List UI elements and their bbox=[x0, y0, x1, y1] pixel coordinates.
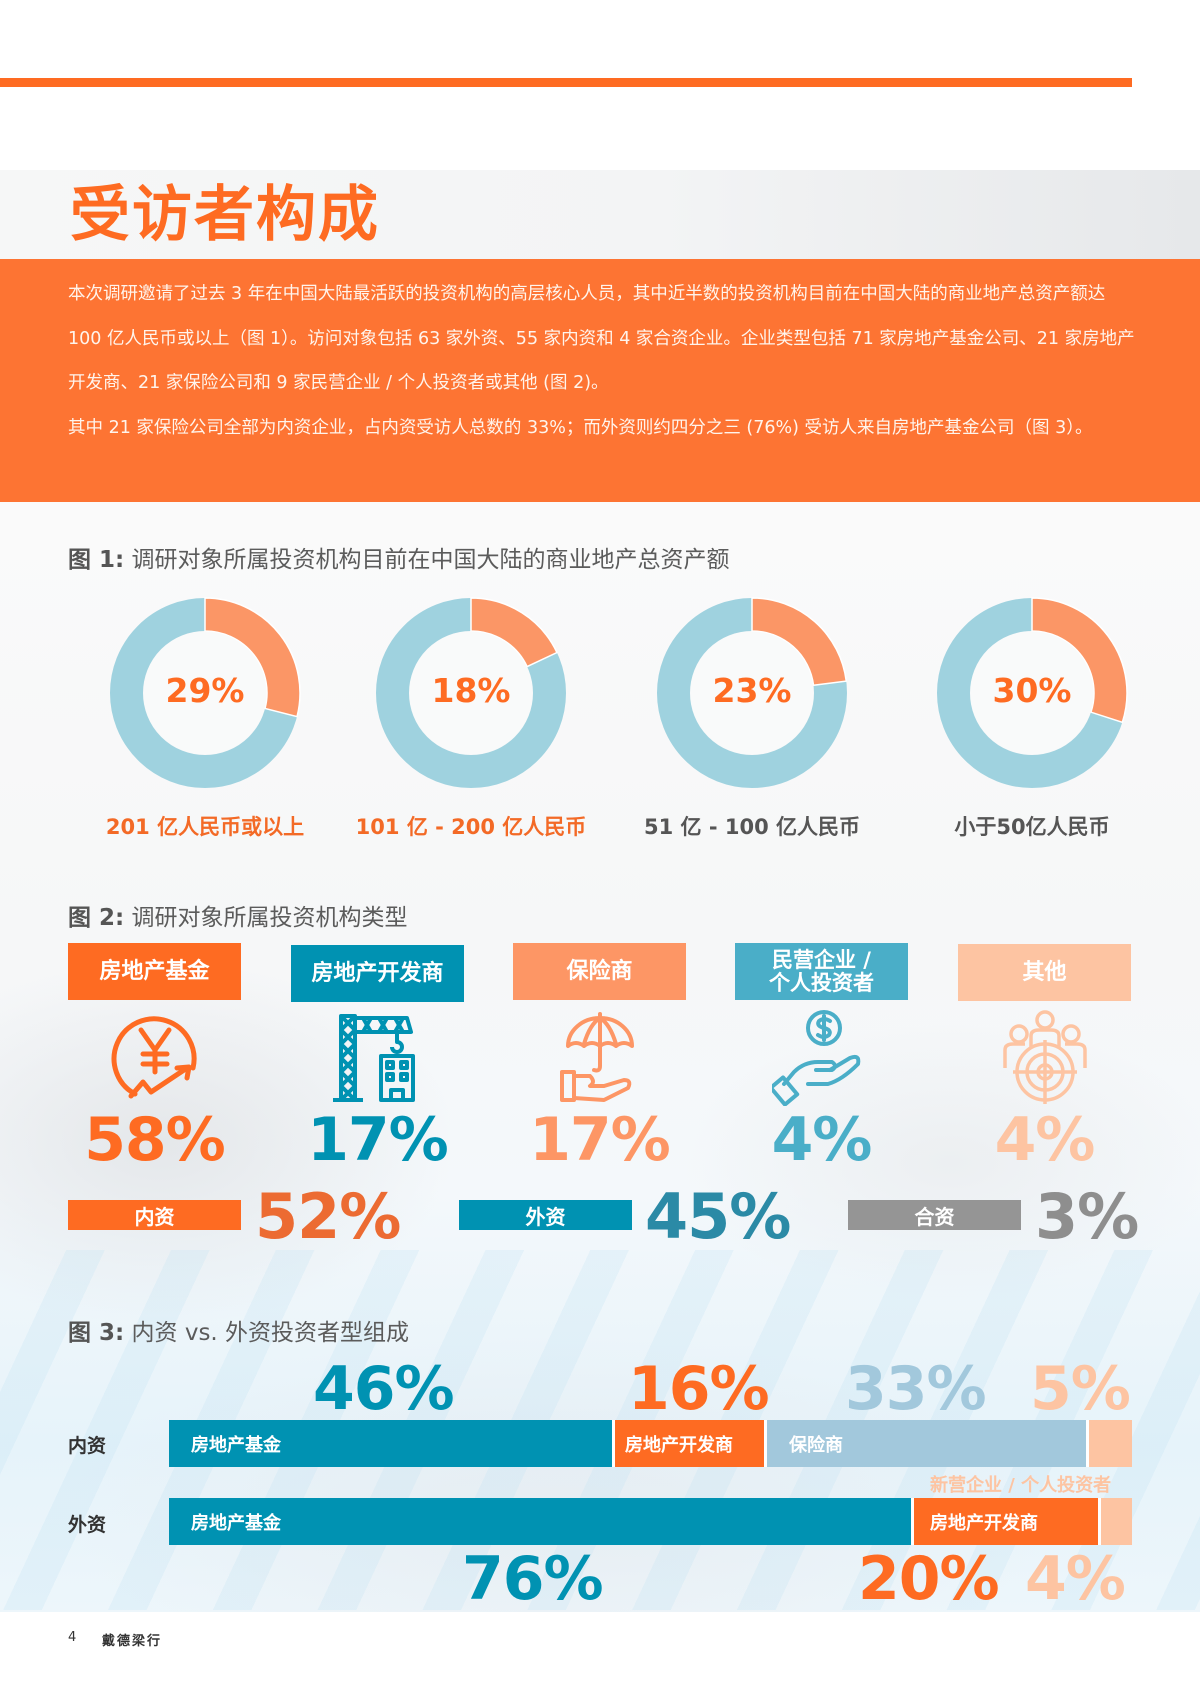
type-pct-fund: 58% bbox=[84, 1105, 226, 1175]
type-pct-developer: 17% bbox=[307, 1105, 449, 1175]
fig2-prefix: 图 2: bbox=[68, 905, 125, 931]
type-label-private: 民营企业 / 个人投资者 bbox=[735, 943, 908, 1000]
fig3-title-text: 内资 vs. 外资投资者型组成 bbox=[131, 1320, 410, 1346]
fig3-private-annotation: 新营企业 / 个人投资者 bbox=[930, 1475, 1112, 1496]
donut-chart bbox=[657, 597, 848, 788]
fig1-donut-value: 29% bbox=[165, 671, 245, 710]
ownership-domestic-label: 内资 bbox=[68, 1200, 241, 1230]
fig3-foreign-developer-segment: 房地产开发商 bbox=[914, 1498, 1101, 1545]
ownership-domestic-pct: 52% bbox=[255, 1180, 401, 1253]
fig1-prefix: 图 1: bbox=[68, 547, 125, 573]
type-pct-insurer: 17% bbox=[529, 1105, 671, 1175]
intro-box bbox=[0, 259, 1200, 502]
type-label-fund: 房地产基金 bbox=[68, 943, 241, 1000]
intro-paragraph-1: 本次调研邀请了过去 3 年在中国大陆最活跃的投资机构的高层核心人员，其中近半数的… bbox=[68, 284, 1135, 393]
fig3-domestic-private-segment bbox=[1089, 1420, 1132, 1467]
fig1-donut-label: 101 亿 - 200 亿人民币 bbox=[355, 815, 587, 839]
donut-chart bbox=[110, 597, 301, 788]
type-label-other: 其他 bbox=[958, 944, 1131, 1001]
type-label-developer: 房地产开发商 bbox=[291, 945, 464, 1002]
intro-text: 本次调研邀请了过去 3 年在中国大陆最活跃的投资机构的高层核心人员，其中近半数的… bbox=[68, 272, 1138, 450]
top-accent-rule bbox=[0, 78, 1132, 87]
ownership-jv-pct: 3% bbox=[1035, 1180, 1139, 1253]
donut-chart bbox=[376, 597, 566, 788]
intro-paragraph-2: 其中 21 家保险公司全部为内资企业，占内资受访人总数的 33%；而外资则约四分… bbox=[68, 417, 1093, 438]
fig3-foreign-developer-pct: 20% bbox=[858, 1544, 1000, 1614]
fig3-domestic-insurer-segment: 保险商 bbox=[767, 1420, 1089, 1467]
fig3-foreign-private-segment bbox=[1101, 1498, 1132, 1545]
fig3-foreign-fund-segment: 房地产基金 bbox=[169, 1498, 914, 1545]
fig3-domestic-fund-segment: 房地产基金 bbox=[169, 1420, 615, 1467]
type-pct-private: 4% bbox=[771, 1105, 873, 1175]
ownership-foreign-pct: 45% bbox=[645, 1180, 791, 1253]
fig1-donut-1 bbox=[109, 597, 301, 793]
donut-chart bbox=[937, 597, 1128, 788]
fig1-donut-label: 201 亿人民币或以上 bbox=[105, 815, 305, 839]
fig1-donut-value: 18% bbox=[431, 671, 511, 710]
ownership-jv-label: 合资 bbox=[848, 1200, 1021, 1230]
fig2-title-text: 调研对象所属投资机构类型 bbox=[131, 905, 408, 931]
segment-label: 保险商 bbox=[789, 1434, 843, 1456]
fig1-donut-label: 小于50亿人民币 bbox=[954, 815, 1110, 839]
fig3-row-label-foreign: 外资 bbox=[68, 1514, 107, 1536]
fig3-prefix: 图 3: bbox=[68, 1320, 125, 1346]
segment-label: 房地产开发商 bbox=[625, 1434, 733, 1456]
fig3-row-label-domestic: 内资 bbox=[68, 1435, 107, 1457]
type-label-insurer: 保险商 bbox=[513, 943, 686, 1000]
fig3-domestic-bar: 房地产基金 房地产开发商 保险商 bbox=[169, 1420, 1132, 1467]
fig3-foreign-fund-pct: 76% bbox=[462, 1544, 604, 1614]
fig3-title: 图 3: 内资 vs. 外资投资者型组成 bbox=[68, 1313, 409, 1347]
segment-label: 房地产基金 bbox=[191, 1434, 281, 1456]
fig1-donut-value: 23% bbox=[712, 671, 792, 710]
segment-label: 房地产基金 bbox=[191, 1512, 281, 1534]
fig1-title-text: 调研对象所属投资机构目前在中国大陆的商业地产总资产额 bbox=[131, 547, 730, 573]
page-number: 4 bbox=[68, 1630, 77, 1645]
segment-label: 房地产开发商 bbox=[930, 1512, 1038, 1534]
yuan-growth-icon bbox=[111, 1016, 197, 1099]
fig3-foreign-private-pct: 4% bbox=[1025, 1544, 1126, 1614]
fig2-title: 图 2: 调研对象所属投资机构类型 bbox=[68, 898, 408, 932]
type-pct-other: 4% bbox=[994, 1105, 1096, 1175]
fig1-donut-value: 30% bbox=[992, 671, 1072, 710]
fig1-donut-2 bbox=[375, 597, 567, 793]
fig1-donut-label: 51 亿 - 100 亿人民币 bbox=[643, 815, 861, 839]
umbrella-hand-icon bbox=[560, 1012, 634, 1102]
fig3-domestic-developer-pct: 16% bbox=[628, 1354, 770, 1424]
fig3-domestic-insurer-pct: 33% bbox=[845, 1354, 987, 1424]
fig3-domestic-private-pct: 5% bbox=[1030, 1354, 1131, 1424]
crane-building-icon bbox=[333, 1014, 415, 1102]
title-band bbox=[0, 170, 1200, 260]
coin-hand-icon bbox=[772, 1010, 861, 1106]
ownership-foreign-label: 外资 bbox=[459, 1200, 632, 1230]
fig1-donut-3 bbox=[656, 597, 848, 793]
fig3-domestic-developer-segment: 房地产开发商 bbox=[615, 1420, 767, 1467]
people-target-icon bbox=[1003, 1010, 1087, 1104]
footer-brand: 戴德梁行 bbox=[102, 1634, 163, 1649]
page-title: 受访者构成 bbox=[70, 180, 380, 250]
fig3-domestic-fund-pct: 46% bbox=[313, 1354, 455, 1424]
fig1-title: 图 1: 调研对象所属投资机构目前在中国大陆的商业地产总资产额 bbox=[68, 540, 730, 574]
fig1-donut-4 bbox=[936, 597, 1128, 793]
fig3-foreign-bar: 房地产基金 房地产开发商 bbox=[169, 1498, 1132, 1545]
